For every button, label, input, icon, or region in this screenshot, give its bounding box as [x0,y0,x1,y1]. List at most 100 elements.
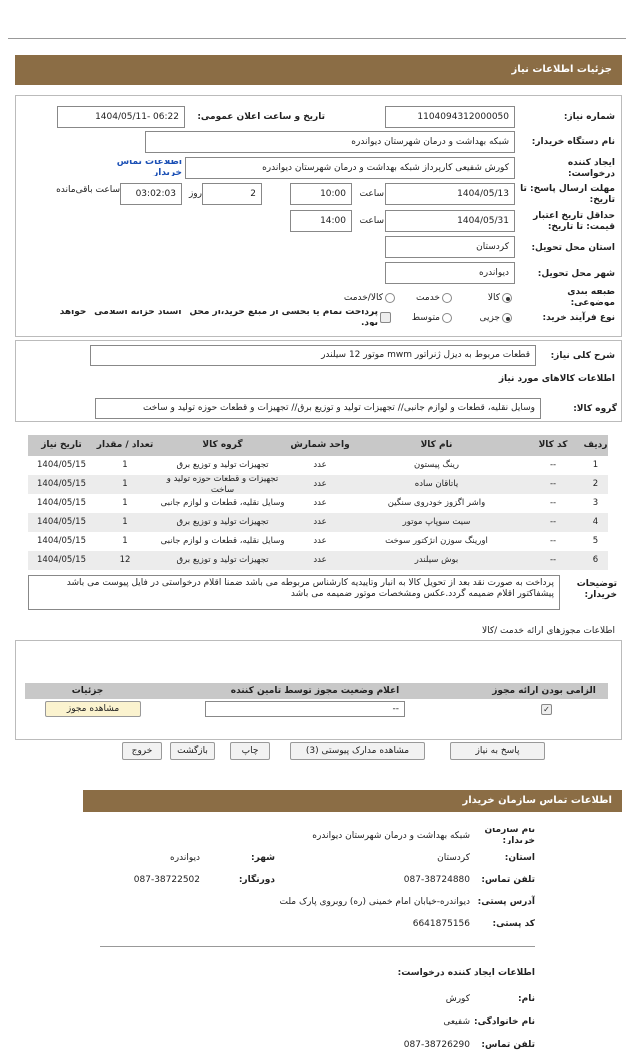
table-cell: عدد [313,479,327,490]
checkbox[interactable]: ✓ [541,704,552,715]
contact-value: کردستان [437,852,470,863]
table-cell: 1 [122,498,128,509]
header-bar: جزئیات اطلاعات نیاز [15,55,622,85]
action-button[interactable]: چاپ [230,742,270,760]
table-cell: عدد [313,498,327,509]
contact-value: دیواندره [170,852,200,863]
table-cell: اورینگ سوزن انژکتور سوخت [385,536,488,547]
table-cell: 1404/05/15 [37,498,86,509]
field-value: دیواندره [385,262,515,284]
table-cell: تجهیزات تولید و توزیع برق [176,517,269,528]
table-cell: واشر اگزوز خودروی سنگین [387,498,486,509]
field-label: روز [188,188,202,199]
need-label: شرح کلی نیاز: [550,350,615,361]
field-value: 1104094312000050 [385,106,515,128]
contact-label: تلفن تماس: [481,1039,535,1050]
table-cell: تجهیزات تولید و توزیع برق [176,460,269,471]
table-cell: -- [549,517,557,528]
action-button[interactable]: بازگشت [170,742,215,760]
table-cell: 1 [592,460,599,471]
table-row [28,456,608,475]
table-cell: بوش سیلندر [414,555,459,566]
table-header: واحد شمارش [290,435,350,456]
table-cell: رینگ پیستون [413,460,460,471]
table-cell: وسایل نقلیه، قطعات و لوازم جانبی [160,498,285,509]
radio-label: کالا [487,292,500,303]
contact-link[interactable]: اطلاعات تماس خریدار [116,160,182,176]
table-cell: -- [549,555,557,566]
field-label: ساعت [359,188,385,199]
table-cell: 1404/05/15 [37,555,86,566]
radio[interactable] [442,313,452,323]
field-label: نام دستگاه خریدار: [531,136,615,147]
contact-value: 087-38724880 [403,874,470,885]
radio[interactable] [385,293,395,303]
field-label: طبقه بندی موضوعی: [567,290,615,306]
need-value: قطعات مربوط به دیزل ژنراتور mwm موتور 12… [90,345,536,366]
table-header: جزئیات [25,683,150,699]
contact-label: شهر: [251,852,275,863]
action-button[interactable]: مشاهده مدارک پیوستی (3) [290,742,425,760]
table-header: گروه کالا [155,435,290,456]
field-label: استان محل تحویل: [531,242,615,253]
field-label: شماره نیاز: [563,111,615,122]
table-header: نام کالا [350,435,523,456]
table-cell: 1 [122,479,128,490]
table-cell: 4 [592,517,599,528]
field-label: تاریخ و ساعت اعلان عمومی: [197,111,325,122]
group-label: گروه کالا: [573,403,617,414]
field-value: شبکه بهداشت و درمان شهرستان دیواندره [145,131,515,153]
field-label: شهر محل تحویل: [537,268,615,279]
contact-value: دیواندره-خیابان امام خمینی (ره) روبروی پ… [279,896,470,907]
table-cell: 5 [592,536,599,547]
section-title: اطلاعات مجوزهای ارائه خدمت /کالا [481,625,615,636]
table-row [28,532,608,551]
contact-value: 6641875156 [412,918,470,929]
table-cell: 1404/05/15 [37,536,86,547]
table-cell: 3 [592,498,599,509]
table-header: تعداد / مقدار [95,435,155,456]
table-row [28,475,608,494]
treasury-note: پرداخت تمام یا بخشی از مبلغ خرید،از محل … [59,310,378,326]
permit-button[interactable]: مشاهده مجوز [45,701,141,717]
table-cell: 6 [592,555,599,566]
action-button[interactable]: خروج [122,742,162,760]
table-cell: عدد [313,555,327,566]
table-header: ردیف [583,435,608,456]
checkbox[interactable] [380,312,391,323]
field-value: کردستان [385,236,515,258]
table-header: تاریخ نیاز [28,435,95,456]
table-cell: وسایل نقلیه، قطعات و لوازم جانبی [160,536,285,547]
separator [100,946,535,947]
field-label: حداقل تاریخ اعتبار قیمت: تا تاریخ: [533,211,615,232]
need-frame [15,340,622,422]
permits-frame [15,640,622,740]
radio[interactable] [502,293,512,303]
field-value: 03:02:03 [120,183,182,205]
notes-value: پرداخت به صورت نقد بعد از تحویل کالا به … [28,575,560,610]
radio[interactable] [502,313,512,323]
table-header: اعلام وضعیت مجوز توسط تامین کننده [150,683,480,699]
field-value: 1404/05/13 [385,183,515,205]
field-value: کورش شفیعی کارپرداز شبکه بهداشت و درمان … [185,157,515,179]
field-value: 14:00 [290,210,352,232]
table-header: کد کالا [523,435,583,456]
table-cell: 1 [122,460,128,471]
field-value: 2 [202,183,262,205]
radio[interactable] [442,293,452,303]
radio-label: خدمت [416,292,440,303]
contact-value: 087-38726290 [403,1039,470,1050]
table-row [28,494,608,513]
action-button[interactable]: پاسخ به نیاز [450,742,545,760]
notes-label: توضیحات خریدار: [576,579,617,600]
field-label: ساعت باقی‌مانده [56,184,120,195]
group-value: وسایل نقلیه، قطعات و لوازم جانبی// تجهیز… [95,398,541,419]
table-cell: عدد [313,460,327,471]
field-label: نوع فرآیند خرید: [542,312,615,323]
field-label: ایجاد کننده درخواست: [567,158,615,179]
radio-label: متوسط [411,312,440,323]
contact-label: نام: [518,993,535,1004]
contact-value: کورش [445,993,470,1004]
field-value: 10:00 [290,183,352,205]
contact-value: 087-38722502 [133,874,200,885]
